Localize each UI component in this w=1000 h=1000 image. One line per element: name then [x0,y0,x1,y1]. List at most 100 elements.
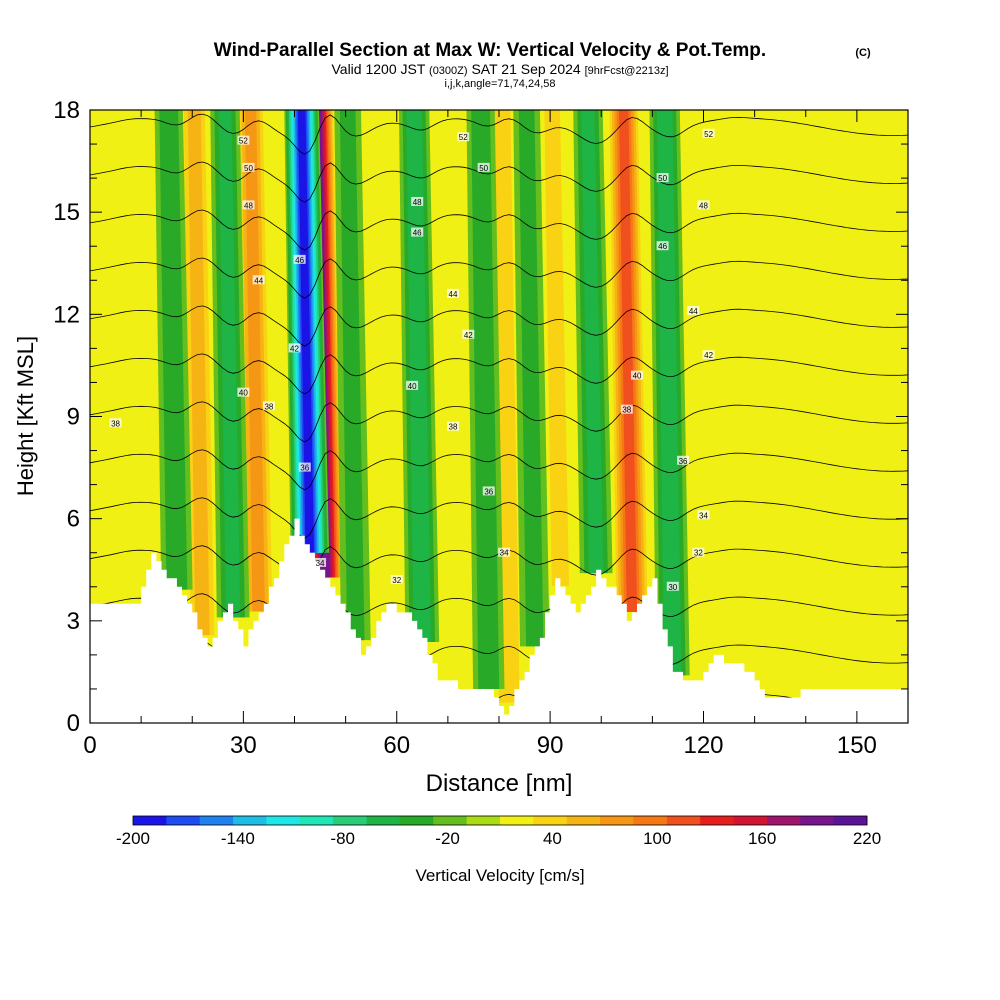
theta-contour [90,161,908,203]
colorbar-swatch [500,816,534,825]
theta-label-bg [631,370,644,380]
terrain-mask [90,518,908,723]
colorbar-tick-label: -80 [330,829,355,848]
theta-label: 44 [254,276,263,285]
theta-label-bg [314,557,327,567]
chart-subtitle: Valid 1200 JST (0300Z) SAT 21 Sep 2024 [… [331,61,668,77]
chart-title-tag: (C) [855,47,871,59]
colorbar-tick-label: 220 [853,829,881,848]
colorbar-swatch [833,816,868,825]
x-tick-label: 90 [537,732,564,759]
theta-label: 34 [500,549,509,558]
colorbar-swatch [433,816,468,825]
theta-label-bg [252,275,265,285]
colorbar-swatch [566,816,601,825]
colorbar-swatch [133,816,167,825]
colorbar-swatch [600,816,634,825]
theta-label: 36 [679,457,688,466]
theta-label: 52 [459,133,468,142]
subtitle-valid: Valid 1200 JST [331,61,425,77]
theta-contour [90,113,908,155]
theta-label: 42 [290,344,299,353]
theta-contour [90,209,908,251]
y-tick-label: 6 [67,506,80,533]
theta-label: 46 [295,256,304,265]
theta-label-bg [477,162,490,172]
colorbar-tick-label: 100 [643,829,671,848]
updraft-column [109,110,146,601]
theta-label: 48 [244,201,253,210]
velocity-columns [109,110,750,703]
theta-label: 30 [668,583,677,592]
theta-label-bg [482,486,495,496]
theta-label: 52 [239,137,248,146]
theta-label-bg [390,574,403,584]
theta-label: 48 [413,198,422,207]
theta-label-bg [411,227,424,237]
updraft-column [544,110,570,586]
colorbar-swatch [766,816,801,825]
theta-contour [90,401,908,443]
updraft-column [244,110,265,612]
plot-area: 52 50 48 46 44 42 40 38 38 36 34 52 50 48 46 44 42 40 38 36… [90,110,908,723]
y-axis-label: Height [Kft MSL] [13,336,38,496]
theta-contour [90,497,908,539]
subtitle-fcst: [9hrFcst@2213z] [585,65,669,77]
downdraft-column [159,110,188,590]
theta-label: 48 [699,201,708,210]
theta-label: 36 [484,487,493,496]
theta-label: 40 [408,382,417,391]
downdraft-column [656,110,682,676]
theta-label: 34 [699,511,708,520]
updraft-column [619,110,638,612]
y-tick-label: 3 [67,608,80,635]
colorbar-swatch [299,816,334,825]
downdraft-column [218,110,241,618]
colorbar-swatch [199,816,234,825]
theta-label-bg [697,200,710,210]
colorbar-swatch [399,816,434,825]
colorbar-tick-label: -20 [435,829,460,848]
theta-label-bg [498,547,511,557]
theta-label: 44 [689,307,698,316]
theta-label-bg [411,196,424,206]
theta-label: 38 [449,423,458,432]
theta-label-bg [262,401,275,411]
theta-label-bg [288,343,301,353]
theta-label-bg [656,241,669,251]
y-tick-label: 9 [67,404,80,431]
theta-label-bg [242,162,255,172]
theta-label: 50 [479,164,488,173]
subtitle-date: SAT 21 Sep 2024 [471,61,580,77]
theta-contour [90,449,908,491]
colorbar-swatch [366,816,401,825]
x-tick-label: 0 [83,732,96,759]
theta-label: 52 [704,130,713,139]
downdraft-column [581,110,604,574]
colorbar-tick-label: 40 [543,829,562,848]
theta-contour [90,593,908,635]
theta-label: 50 [244,164,253,173]
downdraft-column [471,110,500,689]
downdraft-column [406,110,432,642]
x-axis: 0 30 60 90 120 150 [83,110,909,759]
colorbar-tick-label: -200 [116,829,150,848]
theta-label: 46 [658,242,667,251]
theta-label: 32 [694,549,703,558]
theta-label: 38 [264,402,273,411]
colorbar-swatch [800,816,835,825]
colorbar-swatch [466,816,501,825]
y-tick-label: 18 [53,97,80,124]
y-tick-label: 15 [53,199,80,226]
theta-label-bg [666,581,679,591]
x-tick-label: 30 [230,732,257,759]
colorbar-swatch [700,816,734,825]
y-tick-label: 12 [53,301,80,328]
colorbar-swatch [633,816,668,825]
colorbar-frame [132,815,868,826]
colorbar-swatch [666,816,701,825]
colorbar-swatch [333,816,367,825]
theta-label-bg [242,200,255,210]
theta-label: 44 [449,290,458,299]
